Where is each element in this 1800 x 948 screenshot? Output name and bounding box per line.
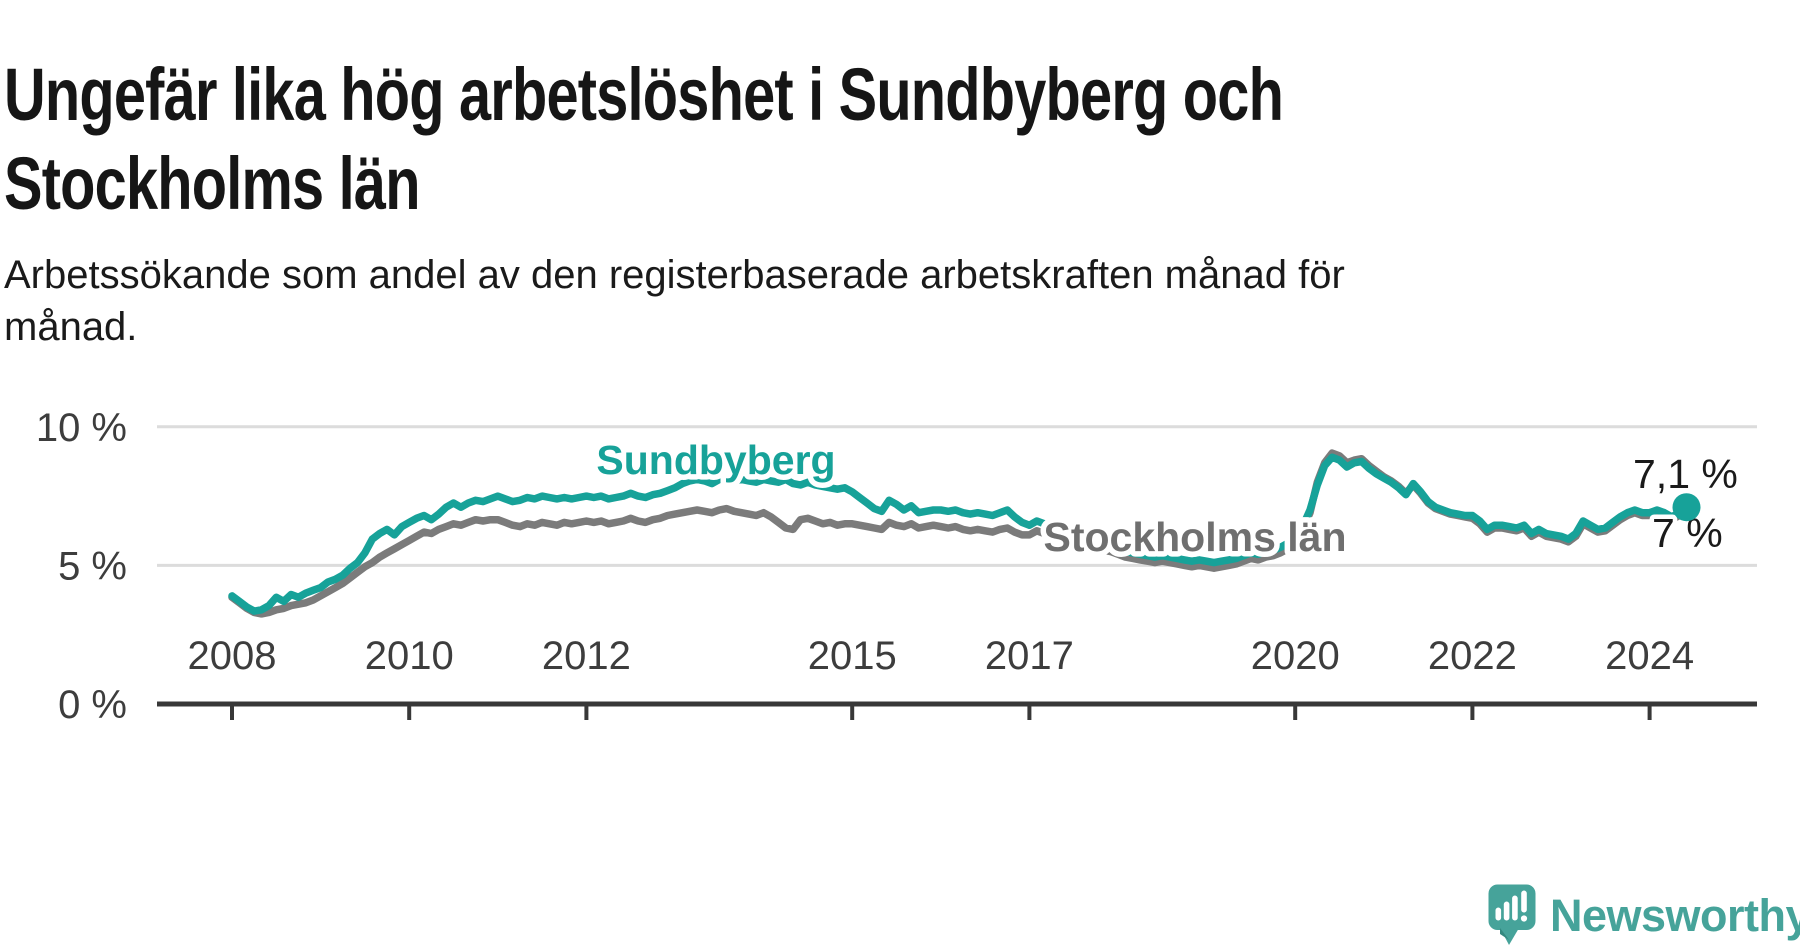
sundbyberg-series-label: Sundbyberg: [596, 437, 835, 483]
newsworthy-logo: Newsworthy: [1488, 884, 1800, 946]
stockholms-lan-end-value-label: 7 %: [1652, 510, 1723, 556]
page-title: Ungefär lika hög arbetslöshet i Sundbybe…: [4, 52, 1284, 225]
newsworthy-speech-bubble-bar-chart-icon: [1488, 884, 1536, 945]
sundbyberg-line: [228, 453, 1691, 615]
x-axis-label: 2024: [1605, 634, 1694, 678]
stockholms-lan-line: [228, 449, 1691, 618]
y-axis-label: 5 %: [58, 544, 127, 588]
y-axis-label: 0 %: [58, 683, 127, 727]
x-axis-label: 2015: [808, 634, 897, 678]
x-axis-label: 2010: [365, 634, 454, 678]
x-axis-label: 2012: [542, 634, 631, 678]
sundbyberg-end-dot: [1672, 493, 1701, 522]
sundbyberg-end-value-label: 7,1 %: [1633, 451, 1738, 497]
x-axis-label: 2017: [985, 634, 1074, 678]
x-axis-label: 2020: [1251, 634, 1340, 678]
stockholms-lan-series-label: Stockholms län: [1043, 514, 1346, 560]
y-axis-label: 10 %: [36, 406, 127, 450]
logo-wordmark: Newsworthy: [1550, 890, 1800, 941]
x-axis-label: 2022: [1428, 634, 1517, 678]
chart-subtitle: Arbetssökande som andel av den registerb…: [4, 253, 1345, 349]
x-axis-label: 2008: [188, 634, 277, 678]
